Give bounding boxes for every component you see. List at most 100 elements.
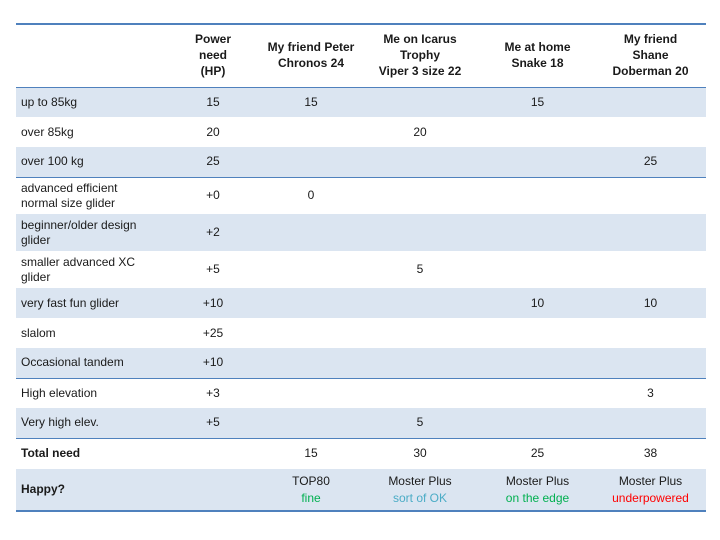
value-cell xyxy=(262,147,360,178)
table-body: up to 85kg 15 15 15 over 85kg 20 20 over 100 kg… xyxy=(16,87,706,511)
table-row: Occasional tandem +10 xyxy=(16,348,706,379)
value-cell xyxy=(480,177,595,214)
value-cell xyxy=(360,348,480,379)
row-label: Happy? xyxy=(21,482,66,496)
value-cell xyxy=(480,117,595,147)
table-row: smaller advanced XC glider +5 5 xyxy=(16,251,706,288)
row-label: smaller advanced XC glider xyxy=(21,254,136,284)
value-cell xyxy=(595,117,706,147)
table-row: very fast fun glider +10 10 10 xyxy=(16,288,706,318)
engine-name: Moster Plus xyxy=(505,474,570,489)
happy-cell xyxy=(164,469,262,511)
value-cell xyxy=(262,408,360,439)
value-cell: +10 xyxy=(202,295,224,310)
value-cell xyxy=(360,318,480,348)
table-row: over 85kg 20 20 xyxy=(16,117,706,147)
power-needs-table: Power need (HP) My friend Peter Chronos … xyxy=(16,23,706,512)
value-cell xyxy=(480,147,595,178)
value-cell: 10 xyxy=(643,295,658,310)
verdict-text: sort of OK xyxy=(392,490,448,505)
value-cell xyxy=(262,318,360,348)
value-cell: 30 xyxy=(413,446,427,461)
value-cell: 10 xyxy=(530,295,545,310)
value-cell: 15 xyxy=(304,446,318,461)
row-label: up to 85kg xyxy=(21,94,78,109)
table-row: over 100 kg 25 25 xyxy=(16,147,706,178)
value-cell: +5 xyxy=(206,262,220,276)
column-header-home-snake: Me at home Snake 18 xyxy=(480,24,595,88)
value-cell xyxy=(262,288,360,318)
corner-cell xyxy=(16,24,164,88)
value-cell: 25 xyxy=(164,147,262,178)
engine-name: Moster Plus xyxy=(388,474,452,489)
value-cell: 0 xyxy=(307,188,315,203)
value-cell xyxy=(262,348,360,379)
value-cell xyxy=(595,214,706,251)
value-cell: +5 xyxy=(164,408,262,439)
table-row: advanced efficient normal size glider +0 0 xyxy=(16,177,706,214)
table-row: High elevation +3 3 xyxy=(16,378,706,408)
value-cell xyxy=(595,251,706,288)
value-cell xyxy=(164,438,262,469)
row-label: beginner/older design glider xyxy=(21,217,137,247)
row-label: very fast fun glider xyxy=(21,295,120,310)
column-header-shane-doberman: My friend Shane Doberman 20 xyxy=(595,24,706,88)
row-label: slalom xyxy=(21,325,56,340)
row-label: Total need xyxy=(21,446,81,461)
verdict-text: fine xyxy=(301,490,321,505)
table-row: up to 85kg 15 15 15 xyxy=(16,87,706,117)
value-cell xyxy=(360,177,480,214)
value-cell: +10 xyxy=(164,348,262,379)
row-label: Occasional tandem xyxy=(16,348,164,379)
value-cell xyxy=(262,378,360,408)
value-cell xyxy=(360,147,480,178)
column-header-power-need: Power need (HP) xyxy=(164,24,262,88)
value-cell xyxy=(480,251,595,288)
value-cell: 20 xyxy=(206,124,220,139)
value-cell xyxy=(595,348,706,379)
value-cell xyxy=(480,214,595,251)
value-cell xyxy=(595,87,706,117)
row-label: Very high elev. xyxy=(16,408,164,439)
table-row: Very high elev. +5 5 xyxy=(16,408,706,439)
row-label: advanced efficient normal size glider xyxy=(21,180,118,210)
value-cell: +2 xyxy=(206,225,220,239)
happy-cell: Moster Plus sort of OK xyxy=(360,469,480,511)
value-cell xyxy=(360,214,480,251)
value-cell: 5 xyxy=(416,262,424,276)
happy-cell: TOP80 fine xyxy=(262,469,360,511)
value-cell: +25 xyxy=(202,325,224,340)
engine-name: Moster Plus xyxy=(618,474,683,489)
column-header-icarus-viper: Me on Icarus Trophy Viper 3 size 22 xyxy=(360,24,480,88)
value-cell xyxy=(480,348,595,379)
happy-row: Happy? TOP80 fine Moster Plus sort of OK Most… xyxy=(16,469,706,511)
value-cell: 25 xyxy=(595,147,706,178)
table-header-row: Power need (HP) My friend Peter Chronos … xyxy=(16,24,706,88)
value-cell xyxy=(262,117,360,147)
value-cell xyxy=(480,408,595,439)
value-cell: 15 xyxy=(530,94,545,109)
value-cell: +3 xyxy=(206,385,220,400)
value-cell xyxy=(262,214,360,251)
happy-cell: Moster Plus underpowered xyxy=(595,469,706,511)
value-cell: 20 xyxy=(413,124,427,139)
value-cell xyxy=(480,378,595,408)
value-cell: 38 xyxy=(643,446,658,461)
value-cell xyxy=(360,378,480,408)
table-row: Total need 15 30 25 38 xyxy=(16,438,706,469)
value-cell: 15 xyxy=(206,94,220,109)
engine-name: TOP80 xyxy=(292,474,330,489)
row-label: over 100 kg xyxy=(16,147,164,178)
value-cell: 15 xyxy=(304,94,318,109)
value-cell: 5 xyxy=(360,408,480,439)
value-cell xyxy=(360,87,480,117)
verdict-text: underpowered xyxy=(612,490,689,505)
column-header-peter-chronos: My friend Peter Chronos 24 xyxy=(262,24,360,88)
value-cell: 25 xyxy=(530,446,545,461)
value-cell xyxy=(360,288,480,318)
value-cell: 3 xyxy=(647,385,654,400)
value-cell xyxy=(480,318,595,348)
table-row: beginner/older design glider +2 xyxy=(16,214,706,251)
row-label: High elevation xyxy=(21,385,98,400)
